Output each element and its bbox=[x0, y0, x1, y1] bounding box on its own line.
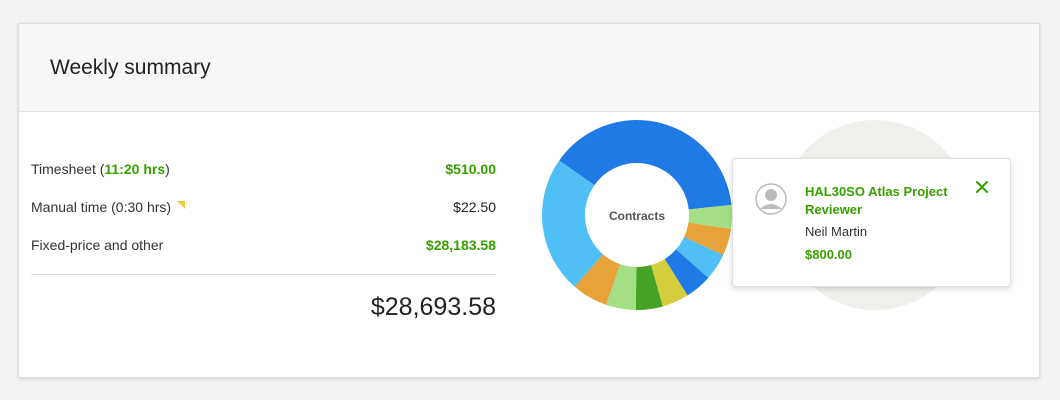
card-title: Weekly summary bbox=[50, 55, 211, 79]
donut-hole bbox=[585, 163, 689, 267]
contract-amount: $800.00 bbox=[805, 247, 852, 262]
timesheet-label: Timesheet (11:20 hrs) bbox=[31, 161, 170, 177]
donut-svg: Contracts bbox=[542, 119, 732, 310]
contract-title-link[interactable]: HAL30SO Atlas Project Reviewer bbox=[805, 184, 948, 217]
donut-center-label: Contracts bbox=[609, 209, 665, 223]
timesheet-hours[interactable]: 11:20 hrs bbox=[104, 161, 166, 177]
summary-list: Timesheet (11:20 hrs) $510.00 Manual tim… bbox=[31, 150, 496, 322]
fixed-price-amount[interactable]: $28,183.58 bbox=[425, 237, 496, 253]
summary-row-manual-time: Manual time (0:30 hrs) $22.50 bbox=[31, 188, 496, 226]
divider bbox=[31, 274, 496, 275]
total-amount: $28,693.58 bbox=[370, 293, 496, 321]
contractor-name: Neil Martin bbox=[805, 224, 868, 239]
manual-time-amount: $22.50 bbox=[453, 199, 496, 215]
user-avatar-icon bbox=[755, 183, 787, 215]
card-header: Weekly summary bbox=[19, 24, 1039, 112]
contracts-donut-chart: Contracts bbox=[542, 119, 732, 310]
manual-time-label: Manual time (0:30 hrs) bbox=[31, 199, 186, 215]
close-icon[interactable] bbox=[974, 179, 990, 195]
summary-row-timesheet: Timesheet (11:20 hrs) $510.00 bbox=[31, 150, 496, 188]
timesheet-amount[interactable]: $510.00 bbox=[445, 161, 496, 177]
fixed-price-label: Fixed-price and other bbox=[31, 237, 164, 253]
flag-icon bbox=[177, 201, 186, 209]
summary-row-fixed-price: Fixed-price and other $28,183.58 bbox=[31, 226, 496, 264]
contract-popover: HAL30SO Atlas Project Reviewer Neil Mart… bbox=[732, 158, 1011, 287]
